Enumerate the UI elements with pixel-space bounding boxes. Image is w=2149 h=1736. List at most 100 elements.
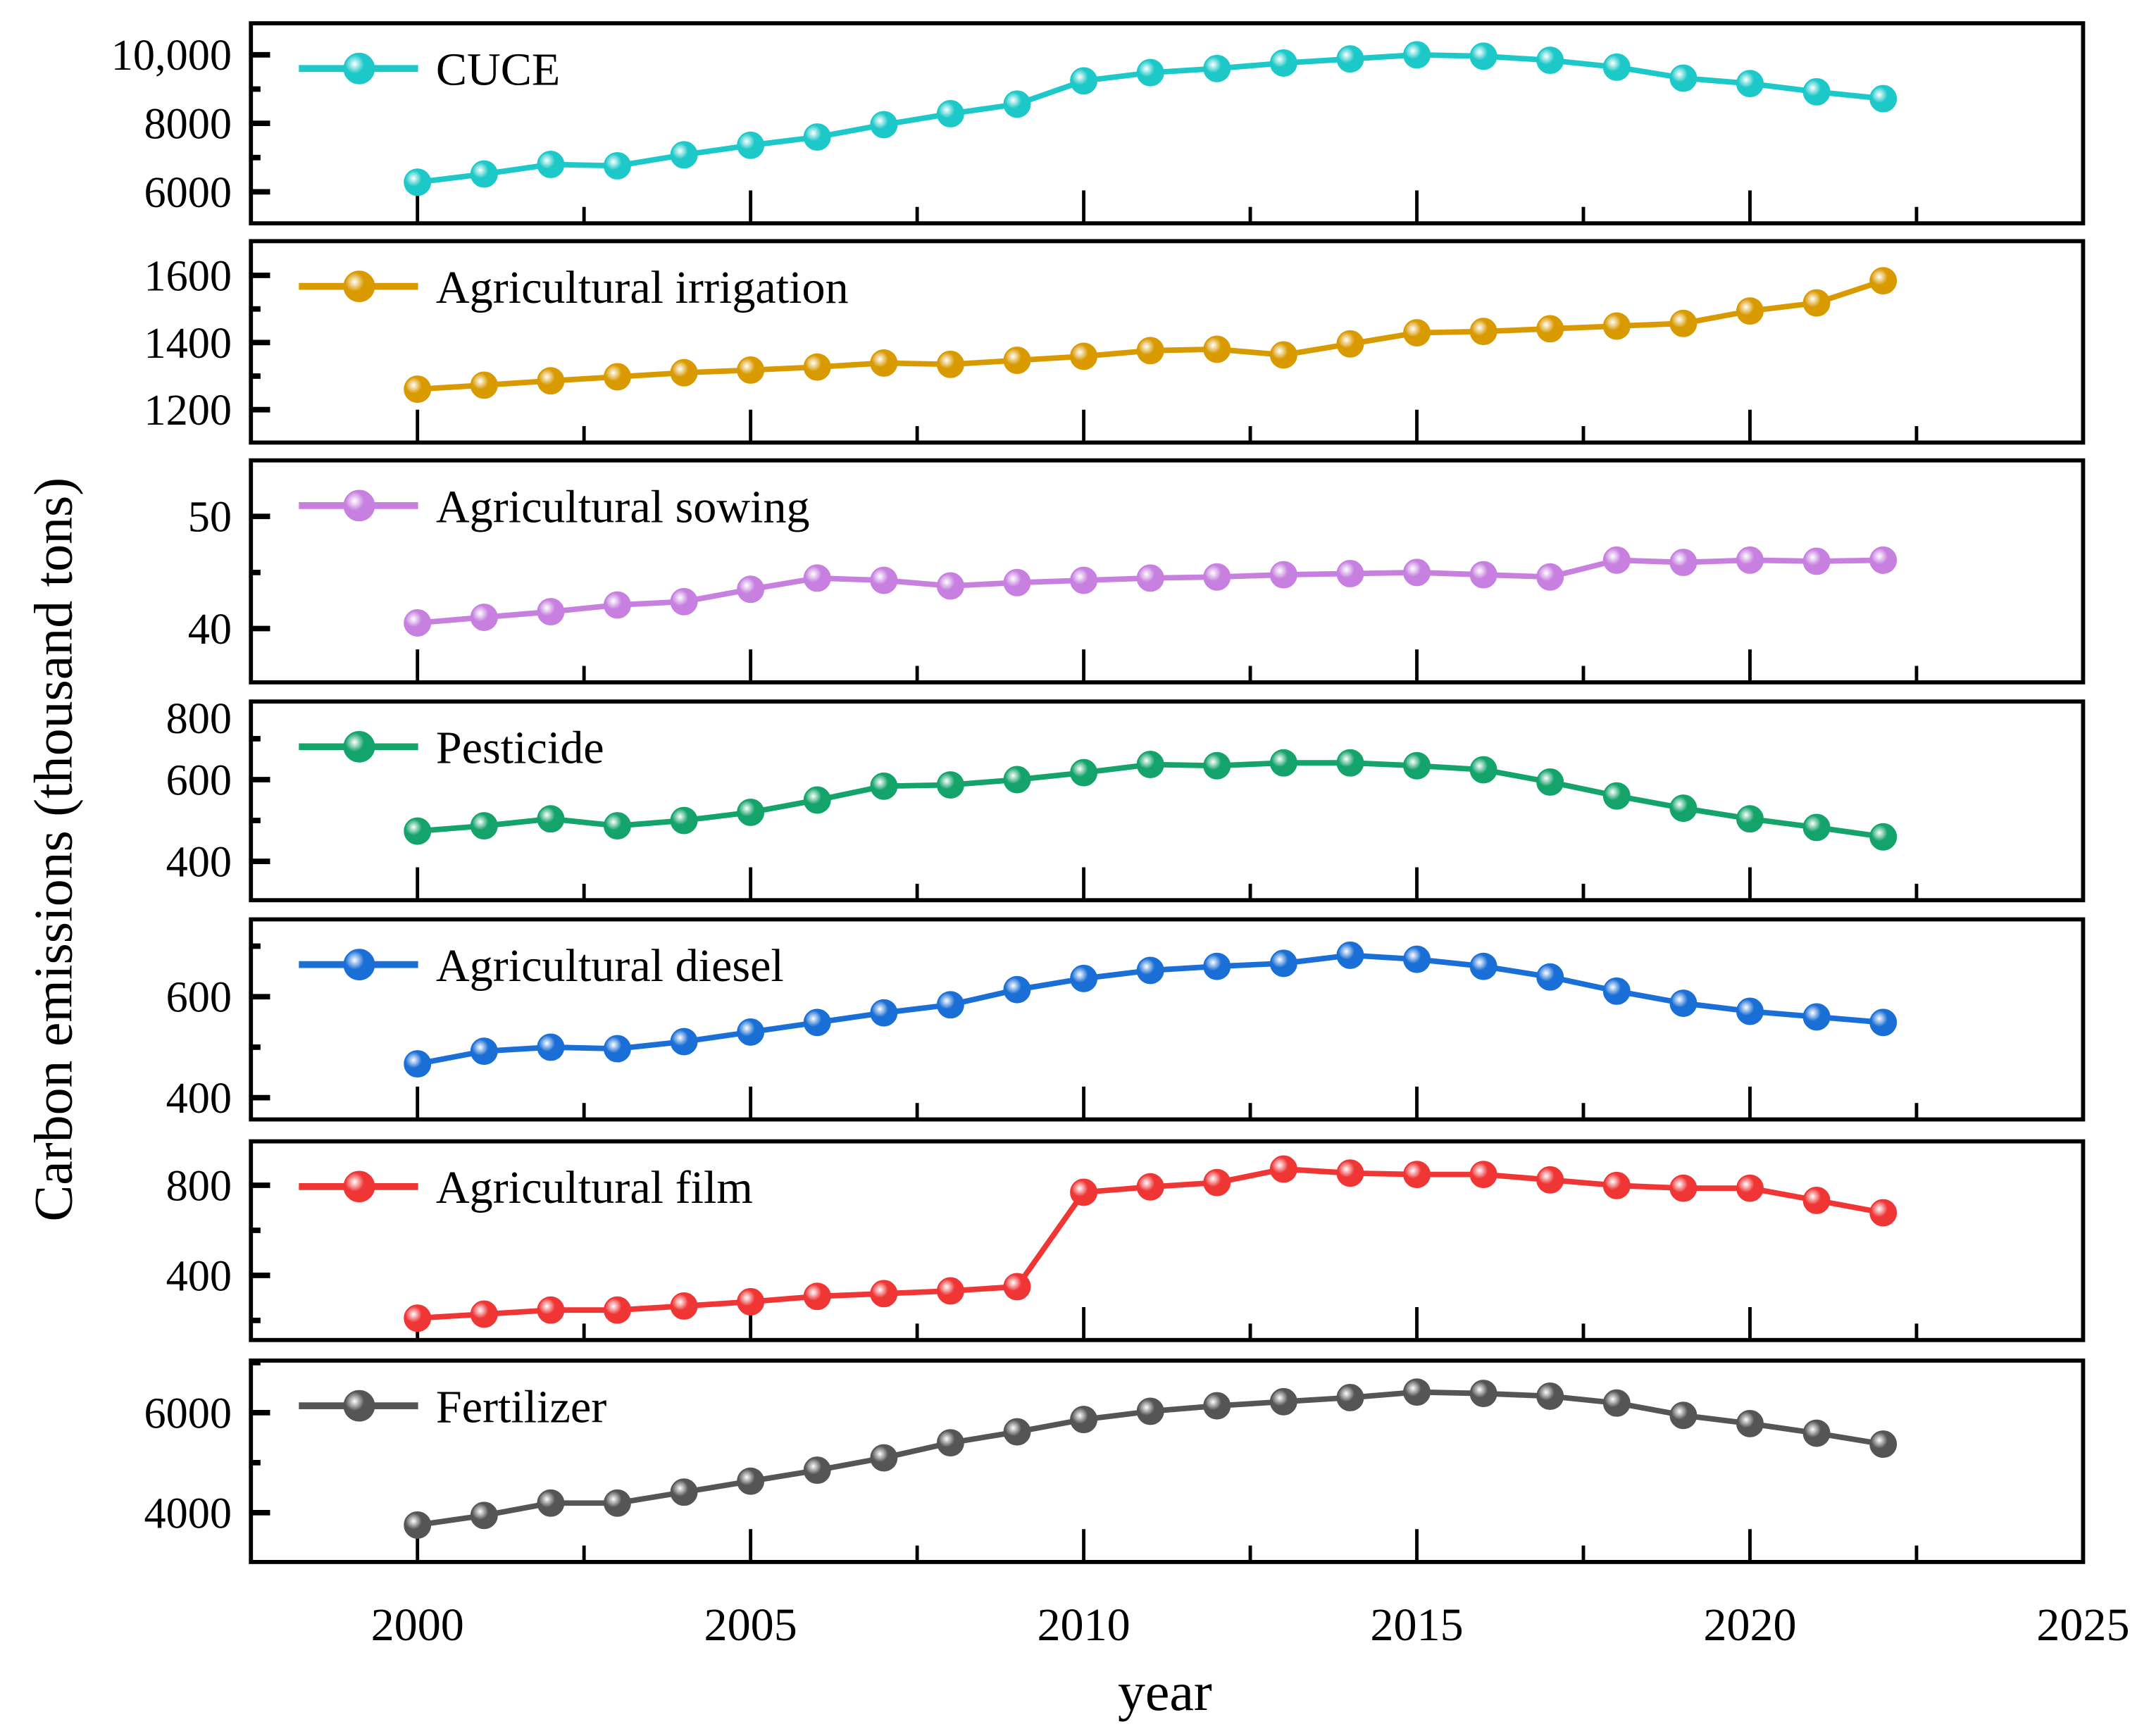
data-point [1469,318,1497,346]
data-point [404,375,432,404]
data-point [1269,561,1297,589]
data-point [1869,1199,1898,1227]
data-point [1136,1397,1164,1425]
data-point [803,1282,831,1311]
x-axis-title: year [1118,1661,1212,1722]
chart-panels: 10,000 8000 6000 CUCE 1600 1400 1200 Agricultur… [111,21,2086,1564]
data-point [1269,341,1297,369]
data-point [1070,67,1098,95]
data-point [1269,749,1297,777]
data-point [936,771,964,799]
data-point [670,1478,698,1506]
data-point [1869,1008,1898,1037]
y-tick-label: 4000 [144,1490,232,1537]
y-tick-label: 1400 [144,320,232,368]
data-point [1336,330,1364,358]
data-point [1403,558,1431,587]
panel-frame [249,917,2086,1122]
data-point [737,798,765,826]
legend-label: Agricultural irrigation [436,262,849,313]
data-point [1669,1174,1698,1202]
legend: Fertilizer [299,1381,606,1432]
panel-agricultural-film: 800 400 Agricultural film [166,1139,2086,1342]
data-point [1869,1430,1898,1459]
data-point [404,609,432,637]
data-point [1602,977,1631,1005]
panel-agricultural-diesel: 600 400 Agricultural diesel [166,917,2086,1123]
data-point [737,131,765,159]
data-point [470,812,498,840]
data-point [936,1429,964,1457]
data-point [1403,1161,1431,1189]
y-tick-label: 400 [166,838,232,886]
data-point [1336,1159,1364,1187]
data-point [670,1028,698,1056]
data-point [1469,756,1497,784]
data-point [737,1018,765,1046]
data-point [1536,963,1564,991]
panel-pesticide: 800 600 400 Pesticide [166,695,2086,903]
legend: CUCE [299,44,560,96]
data-point [1003,346,1031,375]
data-point [1869,546,1898,574]
data-point [1802,547,1831,575]
data-point [1536,1166,1564,1194]
data-point [1203,1168,1231,1197]
data-point [936,572,964,600]
data-point [1070,758,1098,787]
legend-marker [343,730,375,763]
data-point [1736,1409,1764,1437]
data-point [1736,997,1764,1025]
data-point [1602,546,1631,574]
x-tick-label: 2025 [2036,1599,2129,1651]
data-point [1669,309,1698,337]
legend-marker [343,1170,375,1203]
data-point [1203,952,1231,980]
data-point [1469,1161,1497,1189]
data-point [604,591,631,619]
legend-label: Agricultural film [436,1162,753,1213]
data-point [870,349,898,377]
panel-frame [249,1139,2086,1342]
data-point [1136,337,1164,365]
data-point [936,350,964,378]
x-tick-labels: 2000 2005 2010 2015 2020 2025 [371,1599,2130,1651]
data-point [1736,70,1764,98]
data-point [1602,53,1631,81]
legend: Agricultural irrigation [299,262,849,313]
data-point [1336,749,1364,777]
data-point [1669,794,1698,823]
legend-marker [343,52,375,85]
data-point [604,812,631,840]
data-point [1070,964,1098,992]
legend: Agricultural sowing [299,481,810,532]
legend-marker [343,489,375,522]
legend-label: Fertilizer [436,1381,606,1432]
data-point [1736,1174,1764,1202]
data-point [470,160,498,188]
data-point [1469,952,1497,980]
data-point [1336,1384,1364,1411]
legend-label: Pesticide [436,723,604,774]
data-point [604,1489,631,1517]
data-point [1602,312,1631,340]
y-tick-label: 400 [166,1252,232,1300]
data-point [1403,945,1431,973]
data-point [1070,566,1098,594]
data-point [1869,267,1898,295]
y-axis-title: Carbon emissions (thousand tons) [23,477,83,1222]
legend-marker [343,949,375,981]
data-point [604,1296,631,1324]
data-point [1802,1419,1831,1447]
data-point [737,356,765,384]
data-point [870,1280,898,1308]
data-point [1536,1382,1564,1410]
data-point [404,1050,432,1078]
legend-label: Agricultural sowing [436,481,810,532]
x-tick-label: 2000 [371,1599,464,1651]
data-point [1403,41,1431,69]
data-point [1136,956,1164,985]
data-point [604,363,631,391]
data-point [1669,64,1698,92]
